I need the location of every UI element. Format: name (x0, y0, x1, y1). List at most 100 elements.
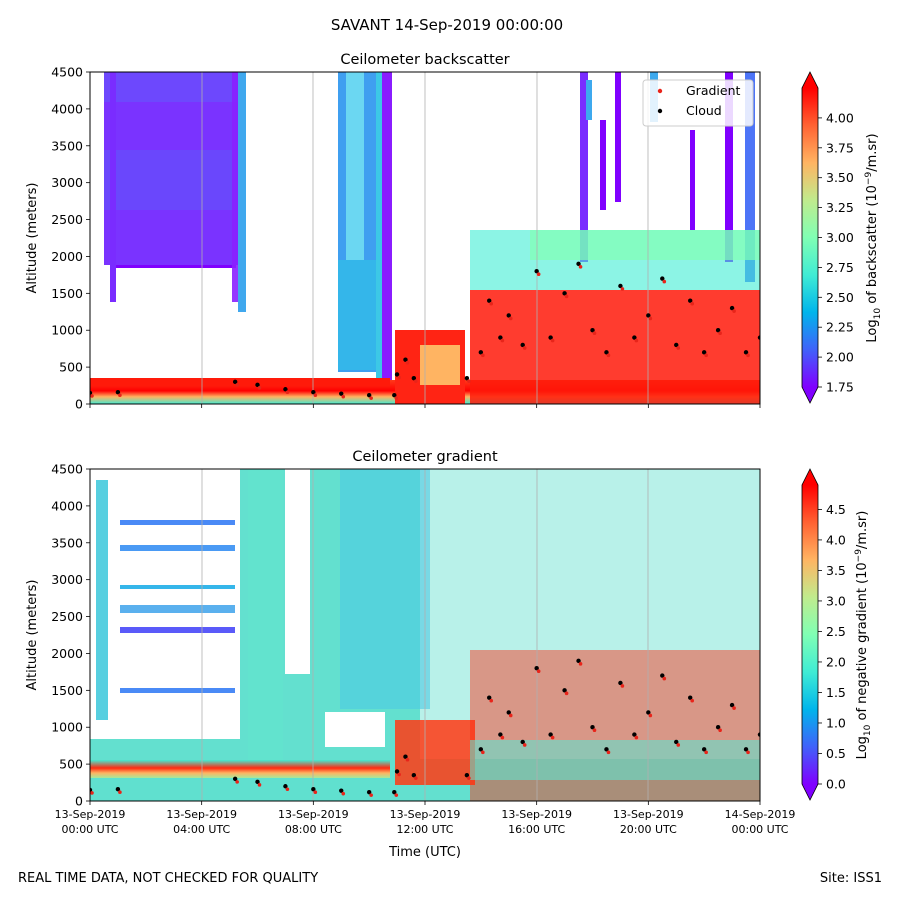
colorbar-tick-label: 0.0 (826, 777, 846, 792)
gradient-point (620, 684, 625, 688)
colorbar-tick-label: 1.0 (826, 715, 846, 730)
gradient-point (634, 735, 639, 740)
top-colorbar: 1.75 2.00 2.25 2.50 2.75 3.00 3.25 3.50 3.75 4.00… (801, 71, 883, 404)
gradient-point (489, 301, 494, 306)
cloud-point (674, 342, 679, 348)
cloud-point (498, 732, 503, 737)
legend-cloud-marker (657, 108, 663, 114)
legend-cloud-label: Cloud (686, 103, 722, 118)
x-axis-label: Time (UTC) (388, 845, 461, 860)
gradient-point (550, 338, 555, 343)
top-colorbar-label: Log10 of backscatter (10−9/m.sr) (864, 133, 883, 342)
colorbar-tick-label: 2.0 (826, 654, 846, 669)
y-tick-label: 4500 (51, 462, 83, 477)
cloud-point (232, 776, 238, 782)
colorbar-tick-label: 2.75 (826, 260, 854, 275)
cloud-point (90, 787, 93, 793)
y-tick-label: 1000 (51, 720, 83, 735)
cloud-point (115, 389, 121, 395)
cloud-point (478, 350, 484, 355)
gradient-point (522, 743, 527, 747)
cloud-point (90, 390, 93, 396)
cloud-point (548, 732, 553, 737)
cloud-point (394, 769, 400, 774)
gradient-point (760, 339, 764, 343)
y-tick-label: 4000 (51, 101, 83, 116)
gradient-point (500, 735, 505, 740)
y-tick-label: 0 (75, 397, 83, 412)
cloud-point (115, 786, 121, 792)
bottom-colorbar: 0.0 0.5 1.0 1.5 2.0 2.5 3.0 3.5 4.0 4.5 Log10 of … (801, 468, 873, 801)
x-tick-time: 04:00 UTC (173, 823, 230, 836)
legend-gradient-label: Gradient (686, 83, 741, 98)
y-tick-label: 500 (59, 360, 83, 375)
cloud-point (311, 389, 316, 395)
cloud-point (520, 342, 525, 348)
gradient-point (508, 713, 513, 718)
x-tick-date: 13-Sep-2019 (613, 808, 684, 821)
cloud-point (392, 392, 397, 398)
gradient-point (592, 728, 597, 733)
cloud-point (411, 772, 417, 778)
x-tick-time: 08:00 UTC (285, 823, 342, 836)
cloud-point (715, 725, 721, 730)
colorbar-tick-label: 0.5 (826, 746, 846, 761)
y-tick-label: 2000 (51, 249, 83, 264)
gradient-point (313, 790, 318, 794)
y-tick-label: 500 (59, 757, 83, 772)
gradient-point (550, 735, 555, 740)
colorbar-tick-label: 4.5 (826, 502, 846, 517)
cloud-point (548, 335, 553, 340)
y-tick-label: 2000 (51, 646, 83, 661)
gradient-point (405, 757, 410, 762)
x-tick-time: 16:00 UTC (508, 823, 565, 836)
gradient-point (662, 279, 667, 284)
colorbar-tick-label: 3.25 (826, 200, 854, 215)
cloud-point (255, 779, 260, 785)
gradient-point (257, 783, 262, 787)
bottom-colorbar-extend-min (802, 784, 818, 800)
colorbar-tick-label: 4.00 (826, 110, 854, 125)
gradient-point (118, 790, 122, 794)
y-tick-label: 4500 (51, 65, 83, 80)
colorbar-tick-label: 3.0 (826, 593, 846, 608)
y-tick-label: 4000 (51, 498, 83, 513)
top-cloud-markers (90, 261, 764, 400)
y-tick-label: 0 (75, 794, 83, 809)
cloud-point (688, 298, 693, 303)
cloud-point (487, 695, 492, 700)
cloud-point (366, 789, 372, 795)
colorbar-tick-label: 1.5 (826, 685, 846, 700)
cloud-point (232, 379, 238, 385)
cloud-point (688, 695, 693, 700)
gradient-point (704, 353, 708, 358)
x-tick-date: 13-Sep-2019 (390, 808, 461, 821)
gradient-point (676, 743, 681, 747)
bottom-y-axis-label: Altitude (meters) (25, 580, 40, 691)
bottom-colorbar-extend-max (802, 469, 818, 485)
gradient-point (578, 265, 583, 269)
top-y-ticks: 0 500 1000 1500 2000 2500 3000 3500 4000 4500 (51, 65, 90, 412)
x-tick-date: 13-Sep-2019 (55, 808, 126, 821)
y-tick-label: 2500 (51, 609, 83, 624)
gradient-point (235, 383, 239, 387)
gradient-point (718, 728, 722, 733)
colorbar-tick-label: 3.5 (826, 563, 846, 578)
cloud-point (498, 335, 503, 340)
gradient-point (481, 750, 485, 755)
colorbar-tick-label: 3.00 (826, 230, 854, 245)
x-tick-time: 00:00 UTC (731, 823, 788, 836)
cloud-point (464, 375, 470, 381)
cloud-point (487, 298, 492, 303)
cloud-point (632, 335, 637, 340)
cloud-point (757, 732, 760, 737)
footer-disclaimer: REAL TIME DATA, NOT CHECKED FOR QUALITY (18, 871, 318, 886)
y-tick-label: 3000 (51, 572, 83, 587)
cloud-point (339, 391, 344, 396)
gradient-point (394, 396, 399, 400)
cloud-point (283, 387, 288, 392)
gradient-point (481, 353, 485, 358)
bottom-gridlines (201, 469, 649, 801)
cloud-point (743, 350, 749, 355)
cloud-point (255, 382, 260, 388)
